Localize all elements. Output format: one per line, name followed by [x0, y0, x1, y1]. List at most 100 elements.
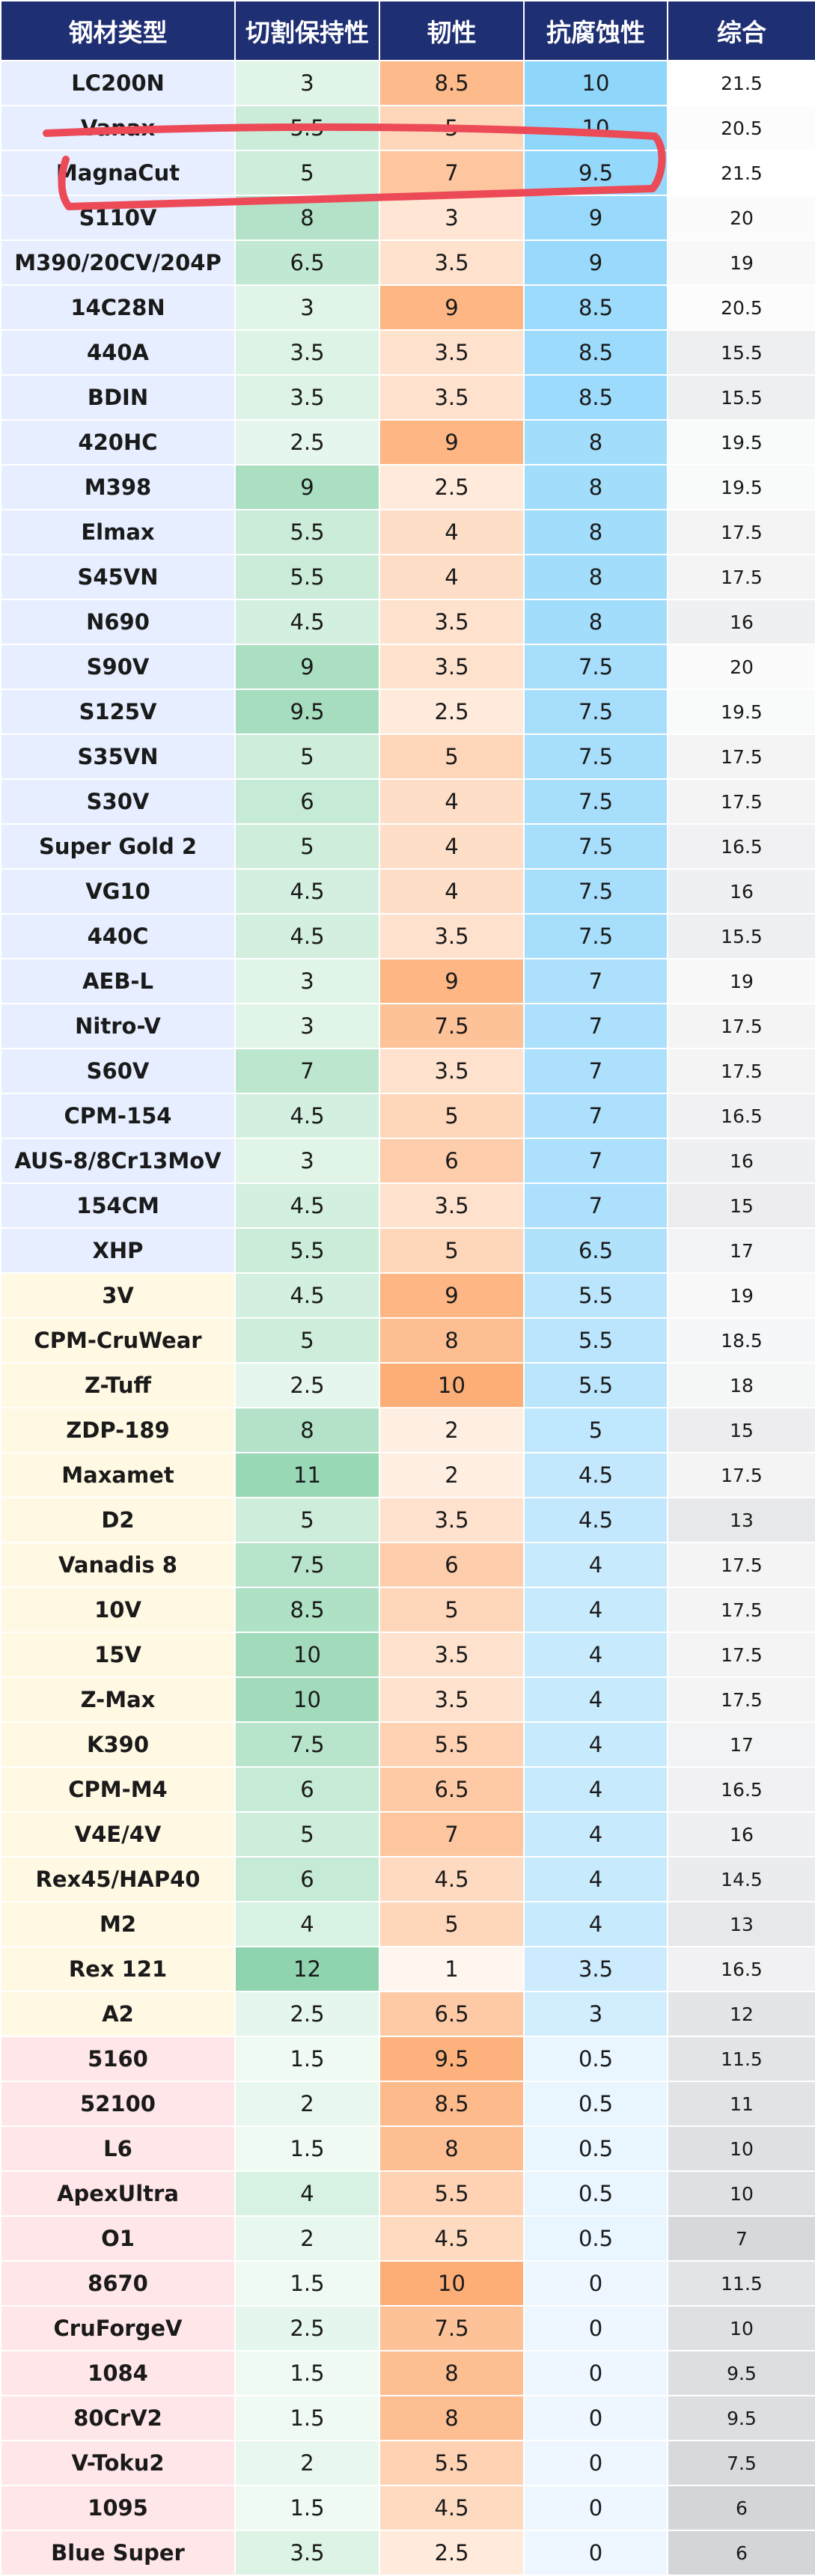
toughness-cell: 9 [379, 284, 525, 331]
steel-name-cell: 154CM [0, 1182, 236, 1229]
corrosion-resistance-cell: 4 [523, 1766, 668, 1813]
edge-retention-cell: 4 [234, 1901, 380, 1947]
table-row: CPM-M4 6 6.5 4 16.5 [0, 1766, 815, 1813]
toughness-cell: 2.5 [379, 689, 525, 735]
edge-retention-cell: 2 [234, 2081, 380, 2127]
steel-name-cell: ApexUltra [0, 2170, 236, 2217]
toughness-cell: 5 [379, 105, 525, 151]
table-row: VG10 4.5 4 7.5 16 [0, 868, 815, 915]
table-row: XHP 5.5 5 6.5 17 [0, 1227, 815, 1274]
edge-retention-cell: 10 [234, 1676, 380, 1723]
corrosion-resistance-cell: 8.5 [523, 329, 668, 376]
edge-retention-cell: 5.5 [234, 1227, 380, 1274]
edge-retention-cell: 8 [234, 1407, 380, 1453]
overall-score-cell: 15 [667, 1182, 815, 1229]
corrosion-resistance-cell: 4.5 [523, 1497, 668, 1543]
steel-name-cell: XHP [0, 1227, 236, 1274]
overall-score-cell: 19.5 [667, 689, 815, 735]
steel-name-cell: BDIN [0, 374, 236, 421]
table-row: MagnaCut 5 7 9.5 21.5 [0, 150, 815, 196]
table-row: 5160 1.5 9.5 0.5 11.5 [0, 2036, 815, 2082]
toughness-cell: 1 [379, 1946, 525, 1992]
toughness-cell: 4.5 [379, 2485, 525, 2531]
overall-score-cell: 20.5 [667, 105, 815, 151]
edge-retention-cell: 9.5 [234, 689, 380, 735]
steel-name-cell: Rex45/HAP40 [0, 1856, 236, 1902]
steel-name-cell: 52100 [0, 2081, 236, 2127]
toughness-cell: 3.5 [379, 644, 525, 690]
table-row: AUS-8/8Cr13MoV 3 6 7 16 [0, 1138, 815, 1184]
overall-score-cell: 21.5 [667, 60, 815, 106]
edge-retention-cell: 5.5 [234, 105, 380, 151]
overall-score-cell: 17.5 [667, 1632, 815, 1678]
corrosion-resistance-cell: 10 [523, 105, 668, 151]
steel-name-cell: Blue Super [0, 2530, 236, 2576]
edge-retention-cell: 6 [234, 1766, 380, 1813]
steel-name-cell: MagnaCut [0, 150, 236, 196]
corrosion-resistance-cell: 7 [523, 1138, 668, 1184]
edge-retention-cell: 6 [234, 778, 380, 825]
overall-score-cell: 17.5 [667, 778, 815, 825]
corrosion-resistance-cell: 5.5 [523, 1362, 668, 1408]
edge-retention-cell: 7.5 [234, 1721, 380, 1768]
corrosion-resistance-cell: 6.5 [523, 1227, 668, 1274]
overall-score-cell: 7 [667, 2215, 815, 2262]
corrosion-resistance-cell: 4 [523, 1587, 668, 1633]
header-row: 钢材类型 切割保持性 韧性 抗腐蚀性 综合 [0, 0, 815, 61]
toughness-cell: 3.5 [379, 599, 525, 645]
edge-retention-cell: 5 [234, 150, 380, 196]
edge-retention-cell: 3.5 [234, 329, 380, 376]
corrosion-resistance-cell: 4 [523, 1856, 668, 1902]
steel-name-cell: 1084 [0, 2350, 236, 2396]
corrosion-resistance-cell: 0.5 [523, 2036, 668, 2082]
table-row: Rex45/HAP40 6 4.5 4 14.5 [0, 1856, 815, 1902]
overall-score-cell: 15.5 [667, 329, 815, 376]
steel-name-cell: M2 [0, 1901, 236, 1947]
steel-name-cell: 440A [0, 329, 236, 376]
header-edge-retention: 切割保持性 [234, 0, 380, 61]
table-row: Super Gold 2 5 4 7.5 16.5 [0, 823, 815, 870]
table-row: 80CrV2 1.5 8 0 9.5 [0, 2395, 815, 2441]
corrosion-resistance-cell: 4.5 [523, 1452, 668, 1498]
corrosion-resistance-cell: 8 [523, 464, 668, 510]
steel-name-cell: N690 [0, 599, 236, 645]
toughness-cell: 4 [379, 823, 525, 870]
table-row: CruForgeV 2.5 7.5 0 10 [0, 2305, 815, 2351]
overall-score-cell: 20 [667, 195, 815, 241]
overall-score-cell: 19.5 [667, 464, 815, 510]
corrosion-resistance-cell: 0 [523, 2350, 668, 2396]
table-row: 52100 2 8.5 0.5 11 [0, 2081, 815, 2127]
corrosion-resistance-cell: 4 [523, 1901, 668, 1947]
table-row: Z-Tuff 2.5 10 5.5 18 [0, 1362, 815, 1408]
overall-score-cell: 16.5 [667, 1093, 815, 1139]
steel-name-cell: V4E/4V [0, 1811, 236, 1858]
overall-score-cell: 17.5 [667, 1003, 815, 1049]
toughness-cell: 3.5 [379, 1048, 525, 1094]
steel-name-cell: Z-Tuff [0, 1362, 236, 1408]
table-row: S110V 8 3 9 20 [0, 195, 815, 241]
toughness-cell: 5 [379, 1093, 525, 1139]
overall-score-cell: 19 [667, 239, 815, 286]
corrosion-resistance-cell: 3 [523, 1991, 668, 2037]
steel-name-cell: CruForgeV [0, 2305, 236, 2351]
steel-name-cell: CPM-CruWear [0, 1317, 236, 1364]
overall-score-cell: 16.5 [667, 1946, 815, 1992]
overall-score-cell: 20 [667, 644, 815, 690]
steel-name-cell: S60V [0, 1048, 236, 1094]
overall-score-cell: 6 [667, 2485, 815, 2531]
corrosion-resistance-cell: 5.5 [523, 1317, 668, 1364]
edge-retention-cell: 1.5 [234, 2395, 380, 2441]
table-row: O1 2 4.5 0.5 7 [0, 2215, 815, 2262]
toughness-cell: 10 [379, 2260, 525, 2307]
toughness-cell: 2.5 [379, 2530, 525, 2576]
edge-retention-cell: 1.5 [234, 2350, 380, 2396]
corrosion-resistance-cell: 0.5 [523, 2170, 668, 2217]
steel-name-cell: LC200N [0, 60, 236, 106]
corrosion-resistance-cell: 8 [523, 599, 668, 645]
overall-score-cell: 17 [667, 1227, 815, 1274]
toughness-cell: 5.5 [379, 1721, 525, 1768]
edge-retention-cell: 5 [234, 1317, 380, 1364]
overall-score-cell: 16 [667, 599, 815, 645]
steel-name-cell: 8670 [0, 2260, 236, 2307]
toughness-cell: 8 [379, 2395, 525, 2441]
